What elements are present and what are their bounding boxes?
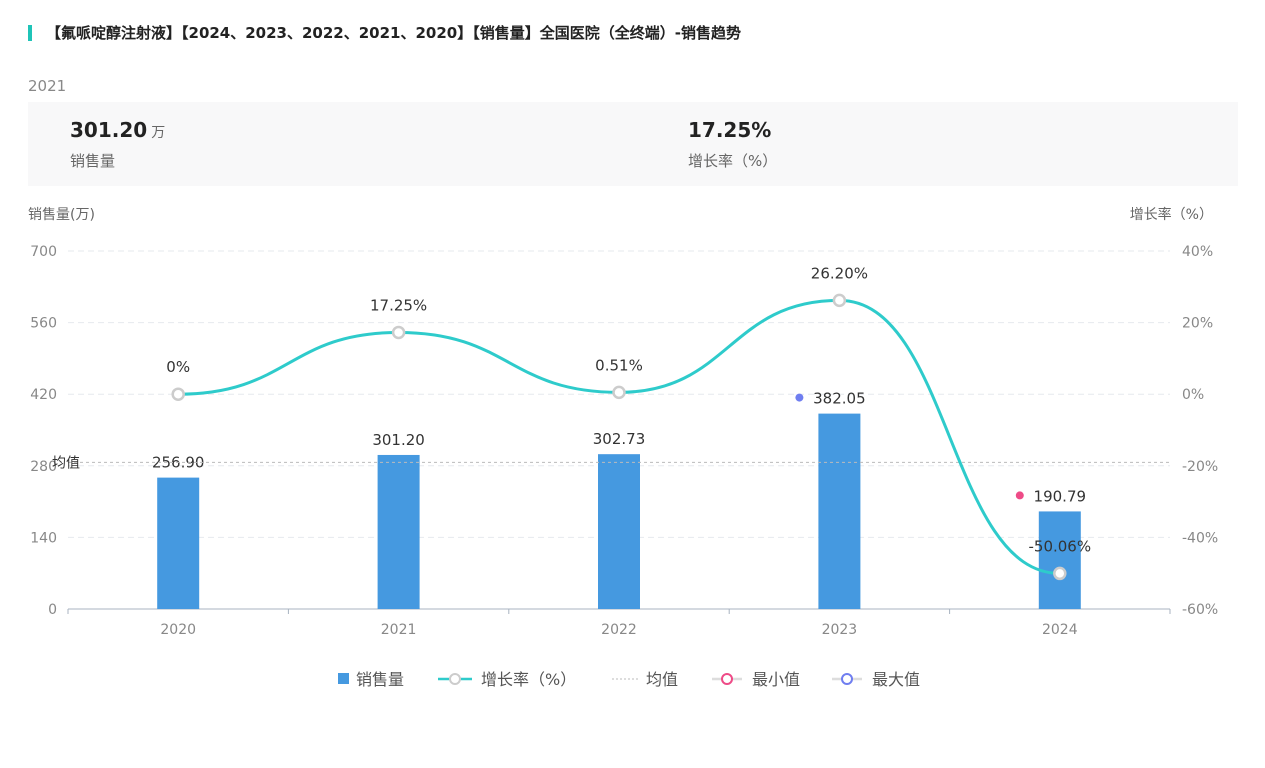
left-tick-label: 420 xyxy=(30,387,57,403)
growth-stat: 17.25% 增长率（%） xyxy=(688,118,777,171)
max-marker xyxy=(795,393,804,402)
legend-item: 最小值 xyxy=(752,670,800,689)
legend-item: 增长率（%） xyxy=(481,670,576,689)
bar-label: 302.73 xyxy=(593,430,646,448)
growth-line xyxy=(178,298,1060,575)
left-tick-label: 280 xyxy=(30,459,57,475)
sales-label: 销售量 xyxy=(70,152,116,170)
legend-bar-icon xyxy=(338,673,349,684)
legend-item: 均值 xyxy=(646,670,678,689)
min-marker xyxy=(1015,491,1024,500)
growth-label: 26.20% xyxy=(811,264,868,282)
sales-stat: 301.20 万 销售量 xyxy=(70,118,165,171)
bar-label: 190.79 xyxy=(1034,487,1087,505)
sales-value: 301.20 xyxy=(70,118,148,142)
x-tick-label: 2020 xyxy=(160,622,196,638)
legend-item: 最大值 xyxy=(872,670,920,689)
bar-label: 382.05 xyxy=(813,390,866,408)
legend-line-marker xyxy=(449,673,461,685)
left-tick-label: 0 xyxy=(48,602,57,618)
growth-point xyxy=(391,325,406,340)
x-tick-label: 2023 xyxy=(822,622,858,638)
growth-value: 17.25% xyxy=(688,118,772,142)
growth-point xyxy=(832,293,847,308)
average-label: 均值 xyxy=(52,455,80,471)
left-tick-label: 700 xyxy=(30,244,57,260)
left-axis-title: 销售量(万) xyxy=(28,207,95,223)
legend-max-icon xyxy=(841,673,853,685)
selected-year: 2021 xyxy=(28,77,67,95)
right-tick-label: -60% xyxy=(1182,602,1218,618)
bar-label: 301.20 xyxy=(372,431,425,449)
right-tick-label: -20% xyxy=(1182,459,1218,475)
right-axis-title: 增长率（%） xyxy=(1130,206,1213,223)
growth-point xyxy=(1053,566,1067,581)
title-accent xyxy=(28,24,32,41)
growth-point xyxy=(171,387,185,401)
growth-label: 0% xyxy=(166,358,190,376)
summary-panel: 301.20 万 销售量 17.25% 增长率（%） xyxy=(28,102,1238,186)
right-tick-label: 20% xyxy=(1182,316,1213,332)
growth-label: 0.51% xyxy=(595,356,643,374)
sales-unit: 万 xyxy=(151,125,166,141)
growth-point xyxy=(612,385,626,400)
right-tick-label: 40% xyxy=(1182,244,1213,260)
x-tick-label: 2022 xyxy=(601,622,637,638)
legend-min-icon xyxy=(721,673,733,685)
growth-label: 17.25% xyxy=(370,296,427,314)
title-text: 【氟哌啶醇注射液】【2024、2023、2022、2021、2020】【销售量】… xyxy=(46,24,741,42)
bar-2020 xyxy=(157,477,200,609)
legend-item: 销售量 xyxy=(356,670,404,689)
x-tick-label: 2024 xyxy=(1042,622,1078,638)
bar-2024 xyxy=(1038,511,1081,609)
x-tick-label: 2021 xyxy=(381,622,417,638)
left-tick-label: 560 xyxy=(30,316,57,332)
chart-title: 【氟哌啶醇注射液】【2024、2023、2022、2021、2020】【销售量】… xyxy=(28,22,741,43)
bar-2023 xyxy=(818,413,861,609)
right-tick-label: -40% xyxy=(1182,530,1218,546)
growth-label: -50.06% xyxy=(1028,537,1091,555)
bar-2022 xyxy=(598,454,640,609)
right-tick-label: 0% xyxy=(1182,387,1204,403)
bar-2021 xyxy=(377,454,420,609)
left-tick-label: 140 xyxy=(30,530,57,546)
growth-label: 增长率（%） xyxy=(688,152,778,170)
